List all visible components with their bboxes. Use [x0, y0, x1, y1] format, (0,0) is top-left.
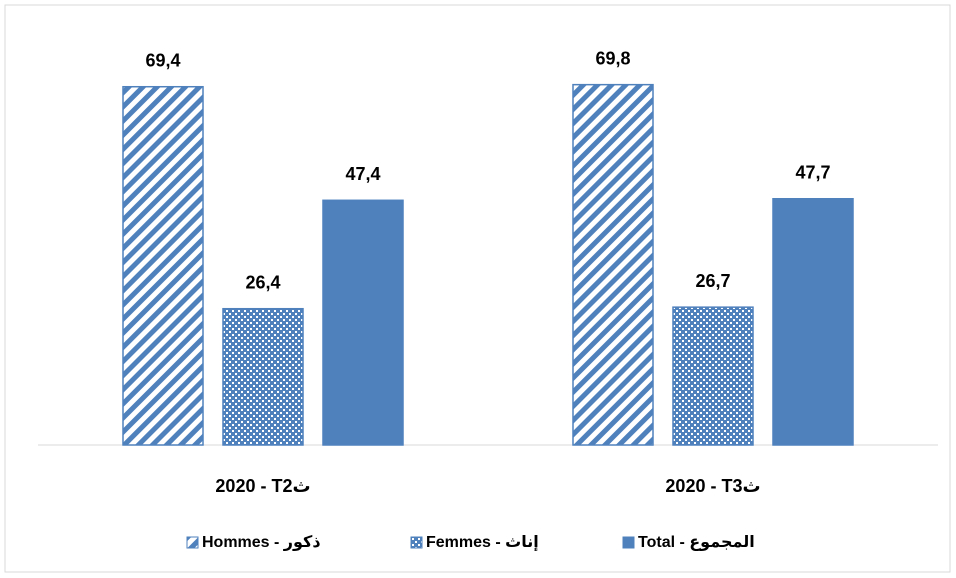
legend-label: Femmes - إناث	[426, 534, 539, 551]
data-label: 26,7	[695, 271, 730, 291]
legend-label: Total - المجموع	[638, 534, 755, 551]
legend-swatch	[622, 536, 635, 549]
legend-label: Hommes - ذكور	[202, 534, 321, 551]
data-label: 26,4	[245, 272, 280, 292]
legend-swatch	[410, 536, 423, 549]
bar	[672, 306, 754, 446]
data-label: 69,4	[145, 50, 180, 70]
data-label: 47,4	[345, 164, 380, 184]
bar	[772, 197, 854, 446]
bar	[222, 307, 304, 446]
bar	[572, 83, 654, 446]
x-tick-label: 2020 - T3ث	[665, 476, 760, 496]
data-label: 69,8	[595, 48, 630, 68]
legend-swatch	[186, 536, 199, 549]
x-tick-label: 2020 - T2ث	[215, 476, 310, 496]
data-label: 47,7	[795, 162, 830, 182]
bar	[122, 85, 204, 446]
bar	[322, 199, 404, 446]
